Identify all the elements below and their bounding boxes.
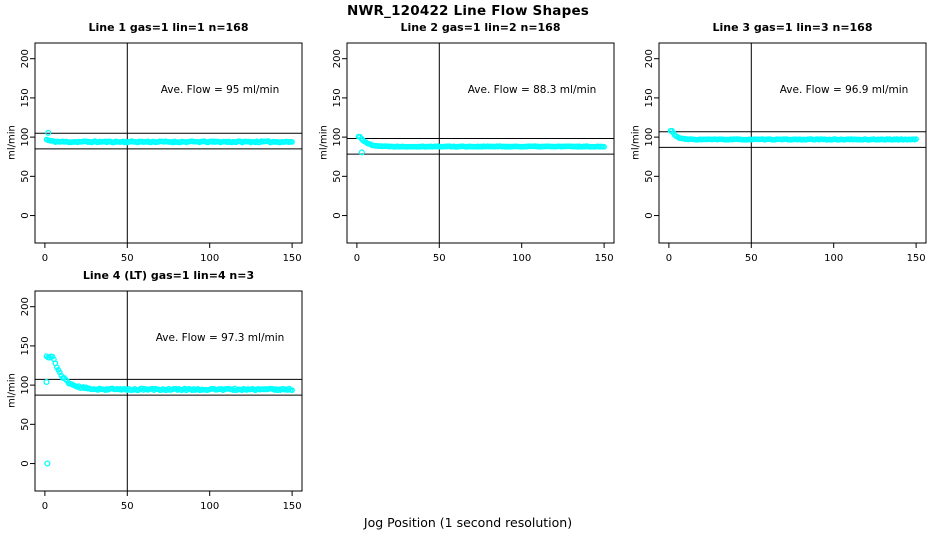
subplot-title: Line 2 gas=1 lin=2 n=168 — [400, 21, 561, 34]
x-tick-label: 0 — [666, 253, 672, 264]
y-tick-label: 150 — [20, 88, 31, 107]
x-tick-label: 100 — [512, 253, 531, 264]
y-tick-label: 200 — [332, 49, 343, 68]
outlier-point — [45, 129, 52, 136]
outlier-point — [358, 149, 365, 156]
plot-svg-line-4: 0 50 100 150 0 50 100 150 200 — [20, 290, 303, 512]
subplot-title: Line 3 gas=1 lin=3 n=168 — [712, 21, 873, 34]
subplot-line-1: 0 50 100 150 0 50 100 150 200 Line 1 gas=1 lin=1… — [0, 18, 312, 268]
y-tick-label: 50 — [644, 170, 655, 183]
flow-annotation: Ave. Flow = 97.3 ml/min — [155, 332, 285, 344]
flow-annotation: Ave. Flow = 88.3 ml/min — [467, 84, 597, 96]
x-tick-label: 50 — [121, 253, 134, 264]
x-tick-label: 50 — [433, 253, 446, 264]
x-tick-label: 100 — [200, 501, 219, 512]
y-axis-label: ml/min — [630, 125, 642, 160]
data-point — [913, 136, 919, 142]
plot-svg-line-2: 0 50 100 150 0 50 100 150 200 — [332, 42, 615, 264]
subplot-line-2: 0 50 100 150 0 50 100 150 200 Line 2 gas=1 lin=2… — [312, 18, 624, 268]
y-tick-label: 150 — [332, 88, 343, 107]
y-tick-label: 50 — [20, 170, 31, 183]
y-tick-label: 200 — [20, 49, 31, 68]
y-tick-label: 50 — [332, 170, 343, 183]
data-points — [43, 129, 295, 146]
y-tick-label: 0 — [644, 212, 655, 218]
outlier-point — [44, 460, 51, 467]
x-tick-label: 100 — [824, 253, 843, 264]
data-point — [289, 387, 295, 394]
y-axis-label: ml/min — [6, 373, 18, 408]
y-tick-label: 150 — [644, 88, 655, 107]
y-tick-label: 0 — [332, 212, 343, 218]
main-title: NWR_120422 Line Flow Shapes — [346, 3, 590, 19]
x-tick-label: 150 — [283, 253, 302, 264]
y-tick-label: 0 — [20, 212, 31, 218]
x-tick-label: 150 — [283, 501, 302, 512]
x-tick-label: 0 — [42, 253, 48, 264]
subplot-line-4: 0 50 100 150 0 50 100 150 200 Line 4 (LT) gas=1 … — [0, 266, 312, 516]
plot-box — [346, 42, 615, 244]
x-tick-label: 150 — [907, 253, 926, 264]
x-tick-label: 50 — [745, 253, 758, 264]
subplot-line-3: 0 50 100 150 0 50 100 150 200 Line 3 gas=1 lin=3… — [624, 18, 936, 268]
plot-svg-line-3: 0 50 100 150 0 50 100 150 200 — [644, 42, 927, 264]
y-tick-label: 100 — [332, 128, 343, 147]
x-tick-label: 50 — [121, 501, 134, 512]
data-points — [43, 353, 295, 467]
data-points — [667, 127, 919, 143]
subplot-title: Line 4 (LT) gas=1 lin=4 n=3 — [82, 269, 255, 282]
x-axis-label: Jog Position (1 second resolution) — [363, 515, 573, 530]
y-tick-label: 100 — [20, 128, 31, 147]
flow-annotation: Ave. Flow = 96.9 ml/min — [779, 84, 909, 96]
outlier-point — [43, 378, 50, 386]
x-tick-label: 0 — [42, 501, 48, 512]
data-point — [289, 139, 295, 145]
x-tick-label: 150 — [595, 253, 614, 264]
x-tick-label: 100 — [200, 253, 219, 264]
y-tick-label: 100 — [644, 128, 655, 147]
y-tick-label: 0 — [20, 460, 31, 466]
y-tick-label: 50 — [20, 418, 31, 431]
plot-box — [658, 42, 927, 244]
data-points — [355, 133, 607, 156]
plot-box — [34, 42, 303, 244]
y-axis-label: ml/min — [6, 125, 18, 160]
y-tick-label: 150 — [20, 336, 31, 355]
subplot-title: Line 1 gas=1 lin=1 n=168 — [88, 21, 249, 34]
x-tick-label: 0 — [354, 253, 360, 264]
y-tick-label: 200 — [20, 297, 31, 316]
y-axis-label: ml/min — [318, 125, 330, 160]
y-tick-label: 100 — [20, 376, 31, 395]
y-tick-label: 200 — [644, 49, 655, 68]
flow-annotation: Ave. Flow = 95 ml/min — [160, 84, 280, 96]
plot-svg-line-1: 0 50 100 150 0 50 100 150 200 — [20, 42, 303, 264]
data-point — [601, 143, 607, 150]
plot-box — [34, 290, 303, 492]
